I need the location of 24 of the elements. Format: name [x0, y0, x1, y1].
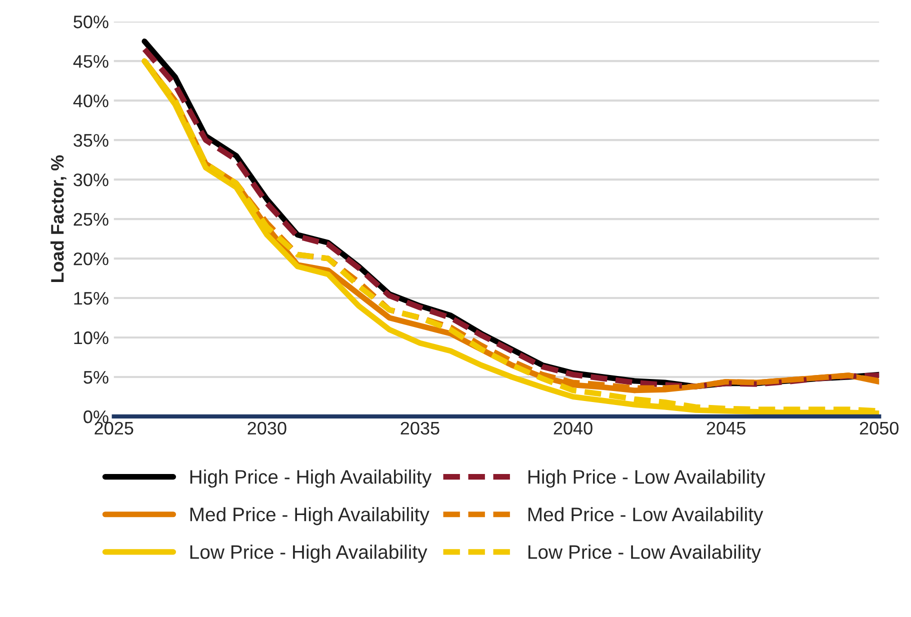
y-tick-label: 35% [74, 134, 108, 147]
y-tick-label: 5% [84, 371, 108, 384]
y-tick-label: 45% [73, 55, 108, 68]
y-tick-label: 30% [74, 173, 108, 186]
y-tick-label: 10% [74, 331, 108, 344]
y-tick-label: 0% [84, 410, 108, 424]
legend-label: Low Price - High Availability [190, 544, 428, 563]
legend-label: High Price - High Availability [190, 470, 432, 488]
y-tick-label: 40% [73, 94, 108, 108]
x-tick-label: 2035 [400, 422, 440, 435]
y-tick-label: 50% [74, 16, 108, 28]
y-tick-label: 20% [74, 252, 108, 266]
x-tick-label: 2040 [554, 422, 592, 435]
x-tick-label: 2025 [94, 422, 134, 435]
x-tick-label: 2045 [706, 422, 746, 435]
legend-label: Med Price - Low Availability [528, 507, 764, 526]
y-axis-title: Load Factor, % [50, 155, 66, 282]
x-tick-label: 2030 [248, 422, 286, 435]
y-tick-label: 25% [74, 212, 108, 226]
legend-label: Med Price - High Availability [190, 507, 430, 526]
y-tick-label: 15% [74, 292, 108, 305]
legend-label: Low Price - Low Availability [528, 544, 762, 563]
legend-label: High Price - Low Availability [528, 470, 766, 488]
x-tick-label: 2050 [860, 422, 898, 435]
